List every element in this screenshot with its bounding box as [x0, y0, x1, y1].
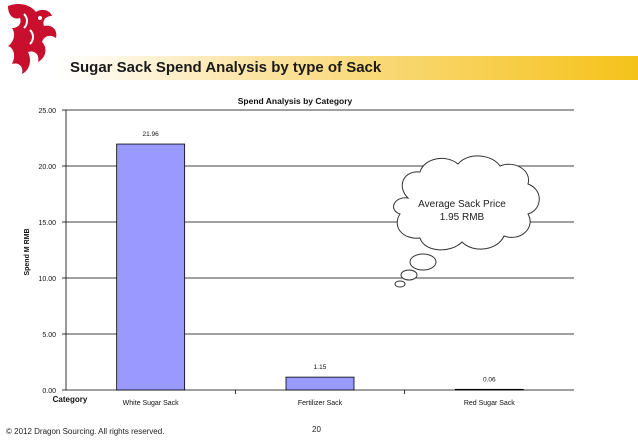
bar-value-labels: 21.96 1.15 0.06: [143, 131, 497, 383]
x-tick-label: White Sugar Sack: [123, 400, 180, 407]
y-tick-label: 10.00: [38, 276, 56, 283]
callout-line-1: Average Sack Price: [418, 199, 506, 210]
chart-bars: [116, 143, 524, 391]
thought-cloud-callout: [393, 155, 540, 288]
bar-red-sugar-sack: [454, 388, 524, 391]
page-title: Sugar Sack Spend Analysis by type of Sac…: [70, 59, 382, 76]
x-axis-ticks: White Sugar Sack Fertilizer Sack Red Sugar…: [123, 390, 515, 407]
y-tick-label: 5.00: [42, 332, 56, 339]
y-tick-label: 0.00: [42, 388, 56, 395]
y-axis-label: Spend M RMB: [24, 228, 31, 275]
x-axis-label: Category: [53, 395, 88, 404]
chart-title: Spend Analysis by Category: [238, 96, 353, 106]
y-tick-label: 15.00: [38, 220, 56, 227]
callout-text: Average Sack Price 1.95 RMB: [400, 198, 524, 224]
bar-value-label: 21.96: [143, 131, 160, 138]
page-number: 20: [312, 425, 321, 434]
y-tick-label: 25.00: [38, 108, 56, 115]
bar-value-label: 0.06: [483, 376, 496, 383]
x-tick-label: Red Sugar Sack: [464, 400, 515, 407]
y-tick-label: 20.00: [38, 164, 56, 171]
bar-value-label: 1.15: [314, 364, 327, 371]
x-tick-label: Fertilizer Sack: [298, 400, 343, 407]
title-band: [58, 56, 638, 80]
callout-line-2: 1.95 RMB: [439, 212, 485, 223]
copyright-footer: © 2012 Dragon Sourcing. All rights reser…: [6, 427, 165, 436]
bar-fertilizer-sack: [285, 376, 355, 391]
y-axis-ticks: 0.00 5.00 10.00 15.00 20.00 25.00: [38, 108, 66, 395]
dragon-logo-icon: [8, 4, 57, 74]
bar-white-sugar-sack: [116, 143, 186, 391]
